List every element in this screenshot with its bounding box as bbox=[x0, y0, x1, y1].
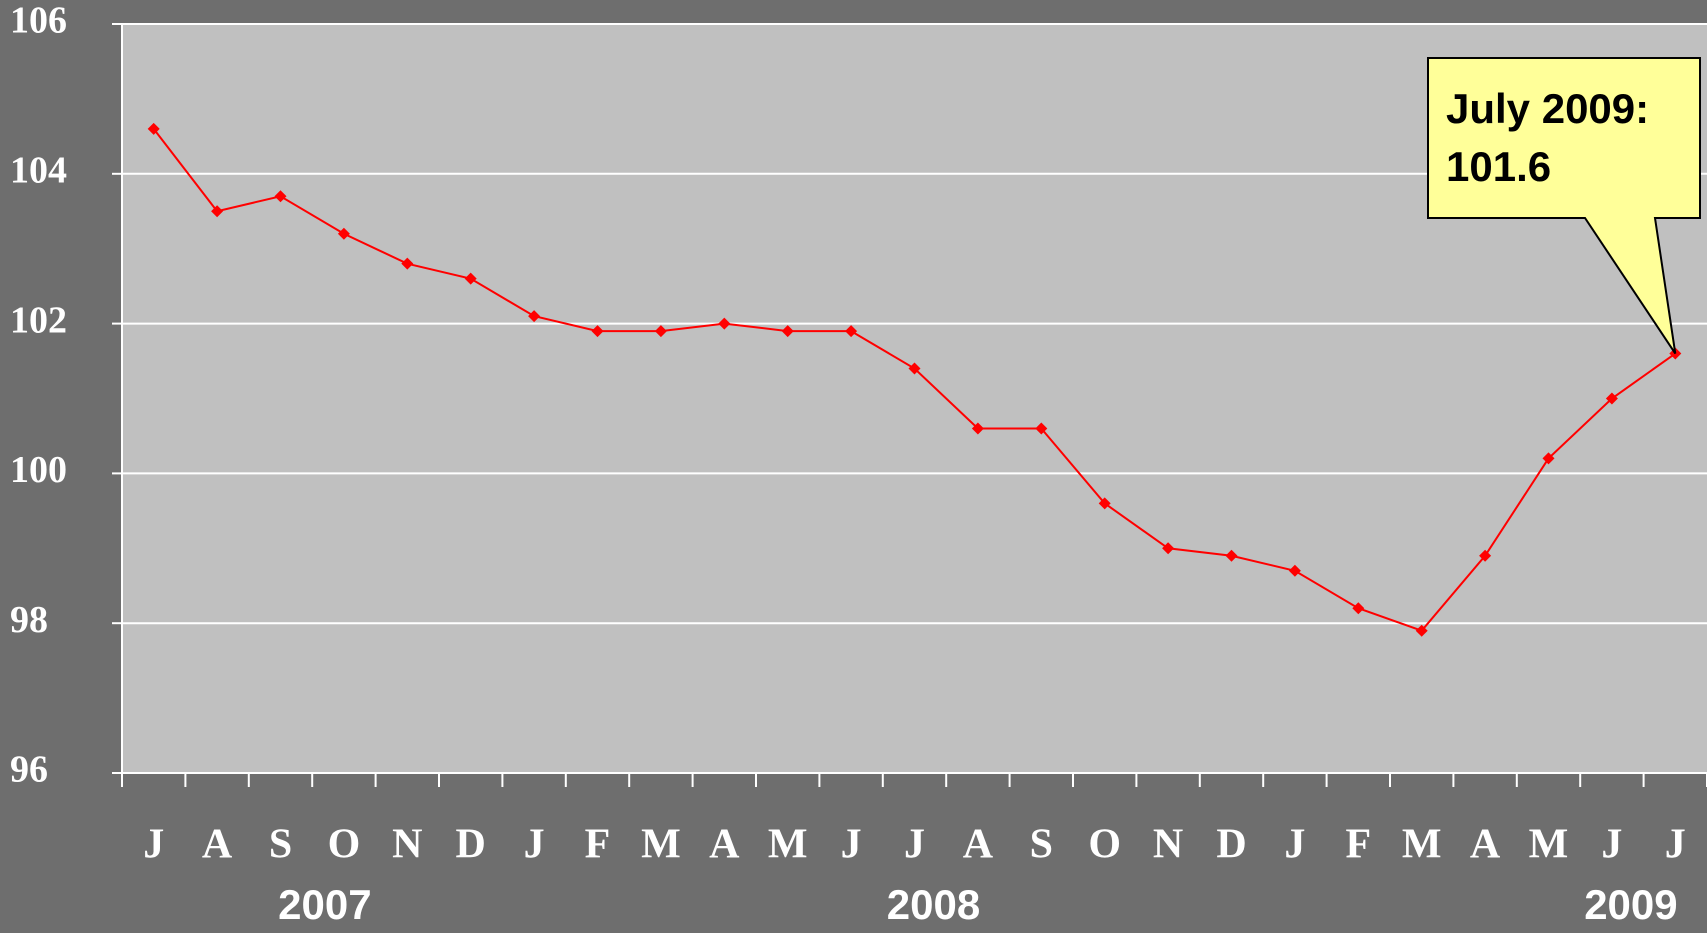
x-tick-label: J bbox=[1284, 822, 1305, 868]
x-tick-label: J bbox=[1601, 822, 1622, 868]
year-label: 2008 bbox=[887, 881, 980, 928]
marker bbox=[781, 325, 794, 338]
annotation-text: July 2009: bbox=[1446, 85, 1649, 132]
marker bbox=[147, 122, 160, 135]
y-tick-label: 106 bbox=[10, 0, 67, 42]
x-tick-label: M bbox=[641, 822, 681, 868]
marker bbox=[654, 325, 667, 338]
x-tick-label: M bbox=[1402, 822, 1442, 868]
year-label: 2007 bbox=[278, 881, 371, 928]
marker bbox=[464, 272, 477, 285]
x-tick-label: J bbox=[524, 822, 545, 868]
marker bbox=[1542, 452, 1555, 465]
x-tick-label: F bbox=[1345, 822, 1371, 868]
marker bbox=[1162, 542, 1175, 555]
x-tick-label: M bbox=[768, 822, 808, 868]
x-tick-label: J bbox=[904, 822, 925, 868]
marker bbox=[1288, 564, 1301, 577]
x-tick-label: N bbox=[1153, 822, 1183, 868]
marker bbox=[1098, 497, 1111, 510]
marker bbox=[718, 317, 731, 330]
x-tick-label: J bbox=[1665, 822, 1686, 868]
x-tick-label: F bbox=[585, 822, 611, 868]
marker bbox=[1415, 624, 1428, 637]
marker bbox=[274, 190, 287, 203]
x-tick-label: J bbox=[841, 822, 862, 868]
marker bbox=[401, 257, 414, 270]
x-tick-label: A bbox=[202, 822, 233, 868]
marker bbox=[1352, 602, 1365, 615]
x-tick-label: D bbox=[1216, 822, 1246, 868]
marker bbox=[971, 422, 984, 435]
marker bbox=[845, 325, 858, 338]
marker bbox=[528, 310, 541, 323]
marker bbox=[591, 325, 604, 338]
x-tick-label: D bbox=[456, 822, 486, 868]
y-tick-label: 98 bbox=[10, 599, 48, 641]
y-tick-label: 96 bbox=[10, 749, 48, 791]
x-tick-label: A bbox=[963, 822, 994, 868]
marker bbox=[337, 227, 350, 240]
x-tick-label: J bbox=[143, 822, 164, 868]
x-tick-label: A bbox=[1470, 822, 1501, 868]
y-tick-label: 100 bbox=[10, 449, 67, 491]
x-tick-label: S bbox=[269, 822, 292, 868]
marker bbox=[908, 362, 921, 375]
x-tick-label: O bbox=[328, 822, 361, 868]
marker bbox=[1479, 549, 1492, 562]
marker bbox=[1605, 392, 1618, 405]
callout bbox=[1427, 57, 1701, 355]
x-tick-label: M bbox=[1529, 822, 1569, 868]
x-tick-label: A bbox=[709, 822, 740, 868]
annotation-text: 101.6 bbox=[1446, 143, 1551, 190]
x-tick-label: S bbox=[1030, 822, 1053, 868]
marker bbox=[1035, 422, 1048, 435]
x-tick-label: O bbox=[1088, 822, 1121, 868]
marker bbox=[211, 205, 224, 218]
year-label: 2009 bbox=[1584, 881, 1677, 928]
y-tick-label: 104 bbox=[10, 150, 67, 192]
x-tick-label: N bbox=[392, 822, 422, 868]
marker bbox=[1225, 549, 1238, 562]
y-tick-label: 102 bbox=[10, 299, 67, 341]
